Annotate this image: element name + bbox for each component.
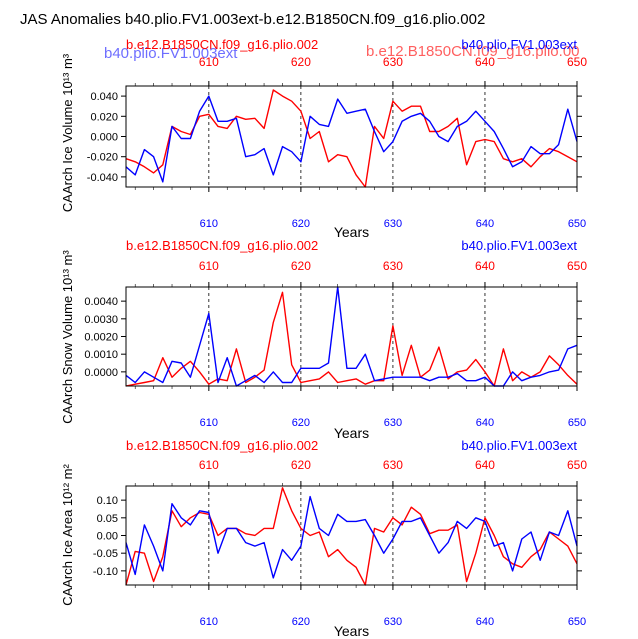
series-line-blue: [125, 495, 578, 579]
tick-label-bottom: 620: [292, 616, 310, 628]
tick-label-top: 630: [383, 458, 403, 472]
tick-label-bottom: 620: [292, 417, 310, 429]
tick-label-bottom: 630: [384, 218, 402, 230]
plot-frame: [125, 485, 578, 586]
chart-panel-snow-volume: b.e12.B1850CN.f09_g16.plio.002 b40.plio.F…: [60, 238, 587, 441]
tick-label-bottom: 630: [384, 417, 402, 429]
tick-label-bottom: 650: [568, 616, 586, 628]
series-line-blue: [125, 95, 578, 183]
tick-label-bottom: 640: [476, 417, 494, 429]
tick-label-top: 620: [291, 259, 311, 273]
tick-label-y: -0.05: [93, 548, 118, 560]
tick-label-y: 0.05: [97, 513, 118, 525]
y-axis-title: CAArch Ice Area 10¹² m²: [60, 464, 75, 606]
panel-title-right: b40.plio.FV1.003ext: [461, 37, 577, 52]
tick-label-y: 0.000: [90, 132, 118, 144]
tick-label-top: 610: [199, 55, 219, 69]
tick-label-top: 620: [291, 55, 311, 69]
tick-label-top: 630: [383, 55, 403, 69]
figure-title: JAS Anomalies b40.plio.FV1.003ext-b.e12.…: [20, 11, 485, 28]
tick-label-bottom: 610: [200, 616, 218, 628]
x-axis-title: Years: [334, 425, 369, 441]
chart-panel-ice-area: b.e12.B1850CN.f09_g16.plio.002 b40.plio.F…: [60, 438, 587, 639]
series-line-red: [125, 487, 578, 586]
tick-label-top: 650: [567, 259, 587, 273]
y-axis-title: CAArch Ice Volume 10¹³ m³: [60, 53, 75, 212]
x-axis-title: Years: [334, 623, 369, 639]
chart-panel-ice-volume: b.e12.B1850CN.f09_g16.plio.002 b40.plio.F…: [60, 37, 587, 240]
tick-label-y: 0.0010: [84, 349, 118, 361]
y-axis-title: CAArch Snow Volume 10¹³ m³: [60, 250, 75, 424]
ghost-label-blue: b40.plio.FV1.003ext: [104, 45, 238, 62]
tick-label-y: 0.040: [90, 91, 118, 103]
tick-label-bottom: 630: [384, 616, 402, 628]
tick-label-y: -0.020: [87, 152, 118, 164]
tick-label-bottom: 640: [476, 616, 494, 628]
tick-label-top: 620: [291, 458, 311, 472]
ghost-label-red: b.e12.B1850CN.f09_g16.plio.00: [366, 43, 580, 60]
panel-title-left: b.e12.B1850CN.f09_g16.plio.002: [126, 37, 318, 52]
tick-label-y: -0.10: [93, 566, 118, 578]
tick-label-y: 0.0000: [84, 367, 118, 379]
tick-label-top: 610: [199, 458, 219, 472]
panel-title-left: b.e12.B1850CN.f09_g16.plio.002: [126, 438, 318, 453]
tick-label-bottom: 610: [200, 218, 218, 230]
series-line-red: [125, 291, 578, 387]
tick-label-top: 650: [567, 458, 587, 472]
tick-label-top: 650: [567, 55, 587, 69]
panel-title-left: b.e12.B1850CN.f09_g16.plio.002: [126, 238, 318, 253]
tick-label-top: 630: [383, 259, 403, 273]
tick-label-bottom: 620: [292, 218, 310, 230]
series-line-red: [125, 89, 578, 188]
tick-label-y: 0.00: [97, 531, 118, 543]
tick-label-y: 0.0020: [84, 332, 118, 344]
plot-frame: [125, 85, 578, 188]
tick-label-y: 0.020: [90, 111, 118, 123]
tick-label-bottom: 640: [476, 218, 494, 230]
panel-title-right: b40.plio.FV1.003ext: [461, 238, 577, 253]
x-axis-title: Years: [334, 224, 369, 240]
tick-label-bottom: 650: [568, 218, 586, 230]
tick-label-y: -0.040: [87, 172, 118, 184]
tick-label-top: 640: [475, 55, 495, 69]
tick-label-top: 640: [475, 458, 495, 472]
chart-panels: b.e12.B1850CN.f09_g16.plio.002 b40.plio.F…: [60, 37, 587, 639]
tick-label-y: 0.10: [97, 495, 118, 507]
tick-label-y: 0.0040: [84, 296, 118, 308]
tick-label-y: 0.0030: [84, 314, 118, 326]
tick-label-bottom: 610: [200, 417, 218, 429]
tick-label-bottom: 650: [568, 417, 586, 429]
panel-title-right: b40.plio.FV1.003ext: [461, 438, 577, 453]
tick-label-top: 610: [199, 259, 219, 273]
tick-label-top: 640: [475, 259, 495, 273]
